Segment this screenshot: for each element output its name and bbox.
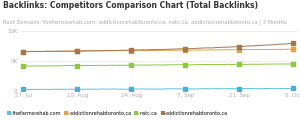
Text: Root Domains: thefarmsrehab.com, addictionrehabtoronto.ca, natc.ca, addictionreh: Root Domains: thefarmsrehab.com, addicti…	[3, 19, 287, 25]
Legend: thefarmsrehab.com, addictionrehabtoronto.ca, natc.ca, addictionrehabtoronto.ca: thefarmsrehab.com, addictionrehabtoronto…	[5, 109, 230, 118]
Text: Backlinks: Competitors Comparison Chart (Total Backlinks): Backlinks: Competitors Comparison Chart …	[3, 1, 258, 10]
